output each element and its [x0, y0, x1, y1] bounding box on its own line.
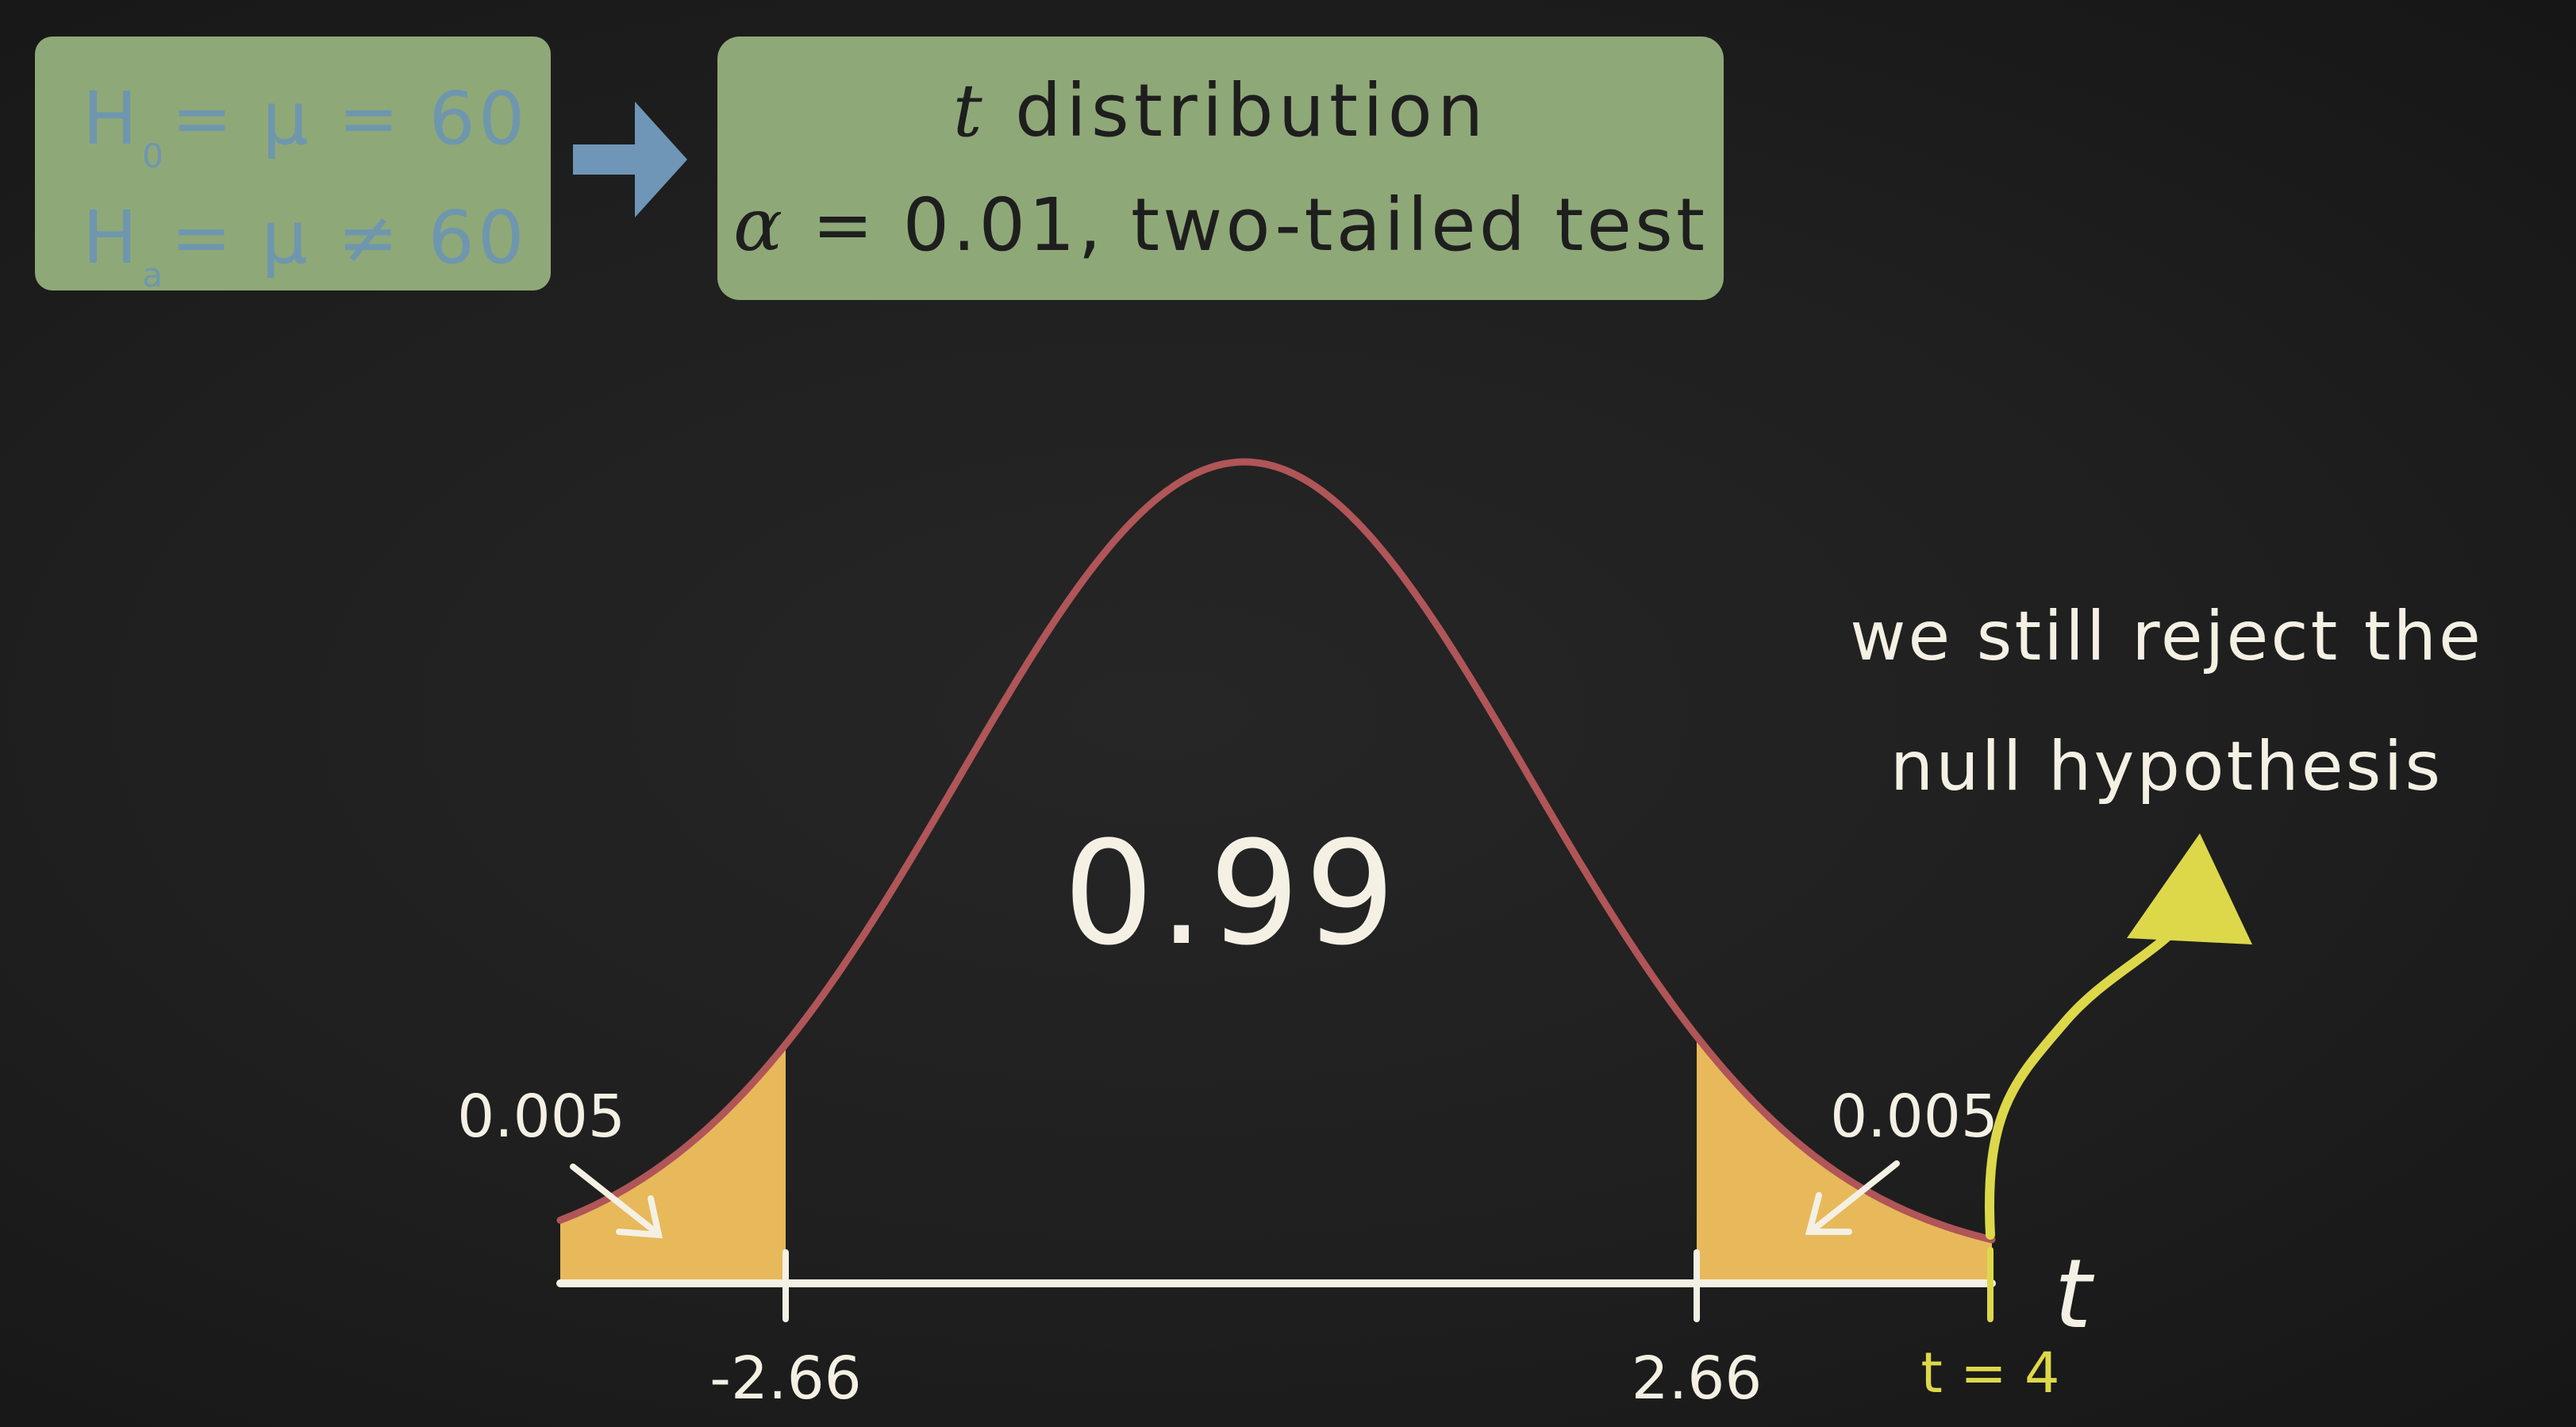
distribution-box: t distribution α = 0.01, two-tailed test [717, 37, 1724, 300]
t-distribution-curve [556, 458, 1996, 1244]
center-area-label: 0.99 [1063, 811, 1401, 977]
alternative-hypothesis-subscript: a [142, 256, 166, 294]
alternative-hypothesis-symbol: H [83, 195, 141, 280]
distribution-title: t distribution [717, 68, 1724, 153]
left-tail-pointer-icon [570, 1164, 663, 1239]
null-hypothesis: H0= μ = 60 [83, 76, 528, 175]
left-critical-value-label: -2.66 [709, 1344, 861, 1413]
conclusion-note: we still reject the null hypothesis [1770, 571, 2563, 832]
test-statistic-label: t = 4 [1920, 1340, 2059, 1406]
left-tail-area [560, 1044, 786, 1283]
significance-level-text: = 0.01, two-tailed test [786, 183, 1709, 267]
null-hypothesis-expression: = μ = 60 [171, 76, 529, 161]
alternative-hypothesis: Ha= μ ≠ 60 [83, 195, 527, 294]
null-hypothesis-subscript: 0 [142, 137, 167, 175]
null-hypothesis-symbol: H [83, 76, 141, 161]
alternative-hypothesis-expression: = μ ≠ 60 [170, 195, 528, 280]
conclusion-note-line1: we still reject the [1850, 597, 2483, 676]
right-critical-value-label: 2.66 [1632, 1344, 1763, 1413]
conclusion-note-line2: null hypothesis [1890, 727, 2443, 806]
hypotheses-box: H0= μ = 60 Ha= μ ≠ 60 [35, 37, 551, 294]
right-tail-pointer-icon [1805, 1160, 1900, 1235]
alpha-symbol: α [732, 183, 786, 267]
right-tail-area [1697, 1036, 1992, 1283]
left-tail-label: 0.005 [457, 1083, 625, 1151]
significance-level: α = 0.01, two-tailed test [717, 183, 1724, 267]
right-tail-label: 0.005 [1830, 1083, 1998, 1151]
reject-arrow-icon [1985, 833, 2252, 1240]
distribution-title-text: distribution [986, 68, 1489, 153]
flow-arrow-icon [573, 102, 687, 217]
distribution-title-variable: t [952, 68, 987, 153]
axis-variable-label: t [2054, 1240, 2094, 1350]
